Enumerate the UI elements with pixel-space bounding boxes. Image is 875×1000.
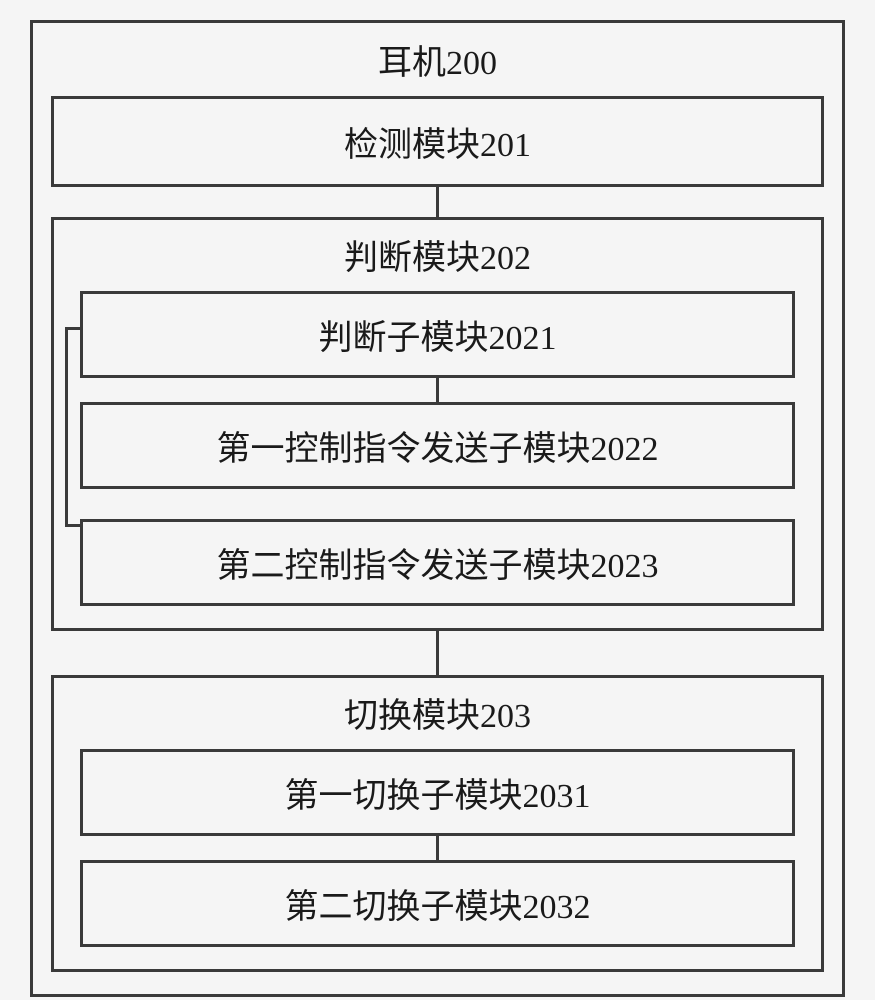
module-201: 检测模块201 bbox=[51, 96, 824, 187]
gap-2022-2023 bbox=[80, 489, 795, 519]
module-203: 切换模块203 第一切换子模块2031 第二切换子模块2032 bbox=[51, 675, 824, 972]
connector-201-202 bbox=[436, 187, 439, 217]
outer-container: 耳机200 检测模块201 判断模块202 判断子模块2021 第一控制指令发送… bbox=[30, 20, 845, 997]
connector-202-203 bbox=[436, 631, 439, 675]
submodule-2022: 第一控制指令发送子模块2022 bbox=[80, 402, 795, 489]
module-202-children: 判断子模块2021 第一控制指令发送子模块2022 第二控制指令发送子模块202… bbox=[80, 291, 795, 606]
submodule-2032: 第二切换子模块2032 bbox=[80, 860, 795, 947]
connector-2021-2022 bbox=[436, 378, 439, 402]
module-203-title: 切换模块203 bbox=[80, 688, 795, 737]
submodule-2031: 第一切换子模块2031 bbox=[80, 749, 795, 836]
submodule-2021: 判断子模块2021 bbox=[80, 291, 795, 378]
module-202: 判断模块202 判断子模块2021 第一控制指令发送子模块2022 第二控制指令… bbox=[51, 217, 824, 631]
connector-2031-2032 bbox=[436, 836, 439, 860]
module-202-title: 判断模块202 bbox=[80, 230, 795, 279]
submodule-2023: 第二控制指令发送子模块2023 bbox=[80, 519, 795, 606]
outer-title: 耳机200 bbox=[51, 35, 824, 84]
elbow-2021-2023 bbox=[65, 327, 80, 527]
